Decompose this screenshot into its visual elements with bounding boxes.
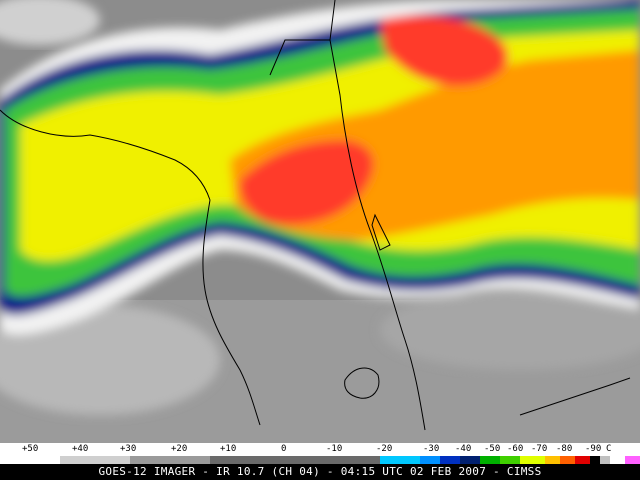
colorbar-segment — [560, 456, 575, 464]
scale-label: +20 — [171, 444, 188, 454]
coastline-outlines — [0, 0, 631, 431]
scale-label: +10 — [220, 444, 237, 454]
scale-label: +30 — [120, 444, 137, 454]
satellite-ir-image — [0, 0, 640, 443]
colorbar-segment — [520, 456, 545, 464]
temperature-scale-labels: +50 +40 +30 +20 +10 0 -10 -20 -30 -40 -50 -60 -70 -80… — [0, 443, 640, 456]
temperature-colorbar — [0, 456, 640, 464]
scale-label: +40 — [72, 444, 89, 454]
colorbar-segment — [0, 456, 60, 464]
colorbar-segment — [60, 456, 130, 464]
cloud-shield — [0, 0, 640, 336]
colorbar-segment — [420, 456, 440, 464]
scale-label: -30 — [423, 444, 440, 454]
clear-air-gray-field — [0, 0, 640, 443]
scale-label: C — [606, 444, 612, 454]
colorbar-segment — [440, 456, 460, 464]
scale-label: -90 — [585, 444, 602, 454]
colorbar-segment — [610, 456, 625, 464]
image-caption: GOES-12 IMAGER - IR 10.7 (CH 04) - 04:15… — [0, 464, 640, 480]
colorbar-segment — [380, 456, 420, 464]
scale-label: -80 — [556, 444, 573, 454]
colorbar-segment — [545, 456, 560, 464]
scale-label: -10 — [326, 444, 343, 454]
scale-label: +50 — [22, 444, 39, 454]
scale-label: -60 — [507, 444, 524, 454]
scale-label: -50 — [484, 444, 501, 454]
colorbar-segment — [460, 456, 480, 464]
scale-label: 0 — [281, 444, 287, 454]
colorbar-segment — [480, 456, 500, 464]
colorbar-segment — [590, 456, 600, 464]
colorbar-segment — [600, 456, 610, 464]
colorbar-segment — [210, 456, 380, 464]
colorbar-segment — [575, 456, 590, 464]
colorbar-segment — [130, 456, 210, 464]
colorbar-segment — [500, 456, 520, 464]
scale-label: -70 — [531, 444, 548, 454]
scale-label: -20 — [376, 444, 393, 454]
scale-label: -40 — [455, 444, 472, 454]
colorbar-segment — [625, 456, 640, 464]
